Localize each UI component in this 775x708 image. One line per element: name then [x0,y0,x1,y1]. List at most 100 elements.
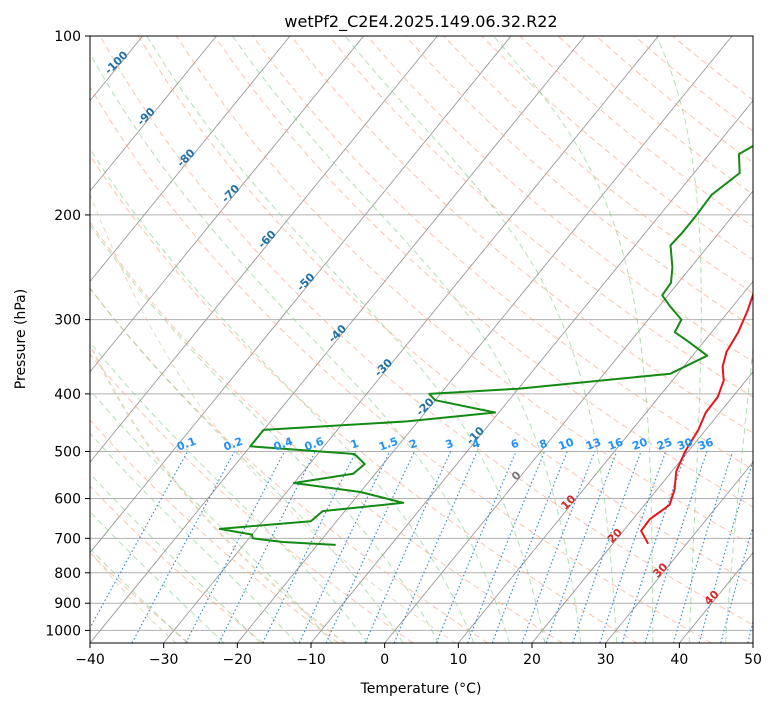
moist-adiabat-line [232,36,582,643]
y-tick-label: 500 [54,444,81,460]
y-tick-label: 200 [54,208,81,224]
moist-adiabat-line [90,432,297,643]
mixing-ratio-label: 0.4 [272,435,295,454]
moist-adiabat-line [90,472,261,643]
y-axis-label: Pressure (hPa) [13,289,29,389]
dry-adiabat-line [137,36,753,586]
y-tick-label: 900 [54,596,81,612]
mixing-ratio-line [572,451,642,643]
y-tick-label: 400 [54,387,81,403]
y-tick-label: 800 [54,566,81,582]
x-tick-label: 20 [523,652,541,668]
dry-adiabat-line [90,353,414,643]
isotherm-line [90,36,291,283]
mixing-ratio-label: 16 [606,435,625,453]
mixing-ratio-label: 2 [407,437,419,452]
x-tick-label: 50 [744,652,762,668]
mixing-ratio-line [435,451,517,643]
x-axis-label: Temperature (°C) [360,681,482,697]
mixing-ratio-label: 6 [509,437,521,452]
mixing-ratio-label: 30 [676,435,695,453]
mixing-ratio-label: 8 [538,437,550,452]
dry-adiabat-line [90,287,488,643]
dry-adiabat-line [90,552,190,643]
dry-adiabat-line [90,221,563,643]
dry-adiabat-line [90,154,638,643]
isotherm-line [90,36,365,373]
isotherm-line [163,36,659,643]
isotherm-line [310,99,753,643]
isotherm-line [531,371,753,643]
mixing-ratio-line [644,451,708,643]
moist-adiabat-line [90,148,475,643]
moist-adiabat-line [90,52,510,643]
dry-adiabat-line [443,36,753,294]
mixing-ratio-label: 0.1 [175,435,198,454]
mixing-ratio-line [491,451,568,643]
x-tick-label: −40 [75,652,105,668]
isotherm-line [90,36,217,192]
dry-adiabat-line [328,36,753,398]
isotherm-line [605,461,753,643]
moist-adiabat-line [90,341,369,643]
dry-adiabat-line [214,36,753,508]
moist-adiabats [90,36,753,643]
mixing-ratio-label: 10 [557,435,576,453]
y-tick-label: 300 [54,313,81,329]
dewpoint-profile-line [218,144,753,546]
x-tick-label: 30 [597,652,615,668]
x-tick-label: −10 [296,652,326,668]
x-tick-label: 10 [449,652,467,668]
mixing-ratio-line [720,524,753,643]
dry-adiabats [90,36,753,643]
dry-adiabat-line [290,36,753,434]
isobar-grid [90,36,753,631]
mixing-ratio-label: 4 [470,437,482,452]
dry-adiabat-line [90,86,712,643]
moist-adiabat-line [146,36,546,643]
mixing-ratio-line [90,451,189,630]
dry-adiabat-line [176,36,753,547]
isotherm-line [90,36,512,554]
mixing-ratio-lines [90,451,753,643]
moist-adiabat-line [655,36,702,643]
reference-arcs [90,193,456,643]
x-tick-label: −30 [149,652,179,668]
moist-adiabat-line [90,511,225,643]
isotherm-line [90,36,586,643]
y-tick-label: 600 [54,492,81,508]
moist-adiabat-line [725,344,753,643]
reference-arc-line [90,193,456,643]
mixing-ratio-line [262,451,357,643]
mixing-ratio-label: 36 [696,435,715,453]
x-tick-label: 40 [670,652,688,668]
x-tick-label: −20 [223,652,253,668]
mixing-ratio-label: 13 [584,435,603,452]
mixing-ratio-label: 20 [630,435,649,453]
dry-adiabat-line [90,485,264,643]
mixing-ratio-line [621,451,687,643]
moist-adiabat-line [493,36,654,643]
reference-arc-line [90,342,346,643]
y-tick-label: 100 [54,29,81,45]
mixing-ratio-line [131,451,235,643]
dry-adiabat-line [252,36,753,471]
dry-adiabat-line [90,419,339,643]
mixing-ratio-label: 1 [349,437,361,452]
isotherm-line [90,36,438,463]
moist-adiabat-line [90,287,404,643]
mixing-ratio-label: 0.2 [222,435,245,454]
plot-frame [89,35,754,644]
y-tick-label: 700 [54,531,81,547]
dry-adiabat-line [99,36,753,626]
mixing-ratio-label: 0.6 [303,435,326,454]
mixing-ratio-line [698,459,753,643]
mixing-ratio-line [599,451,667,643]
moist-adiabat-line [90,548,188,643]
mixing-ratio-line [672,451,734,643]
mixing-ratio-line [393,451,478,643]
y-tick-label: 1000 [45,623,81,639]
isotherm-line [384,190,753,643]
chart-title: wetPf2_C2E4.2025.149.06.32.R22 [284,12,557,32]
mixing-ratio-line [521,451,596,643]
